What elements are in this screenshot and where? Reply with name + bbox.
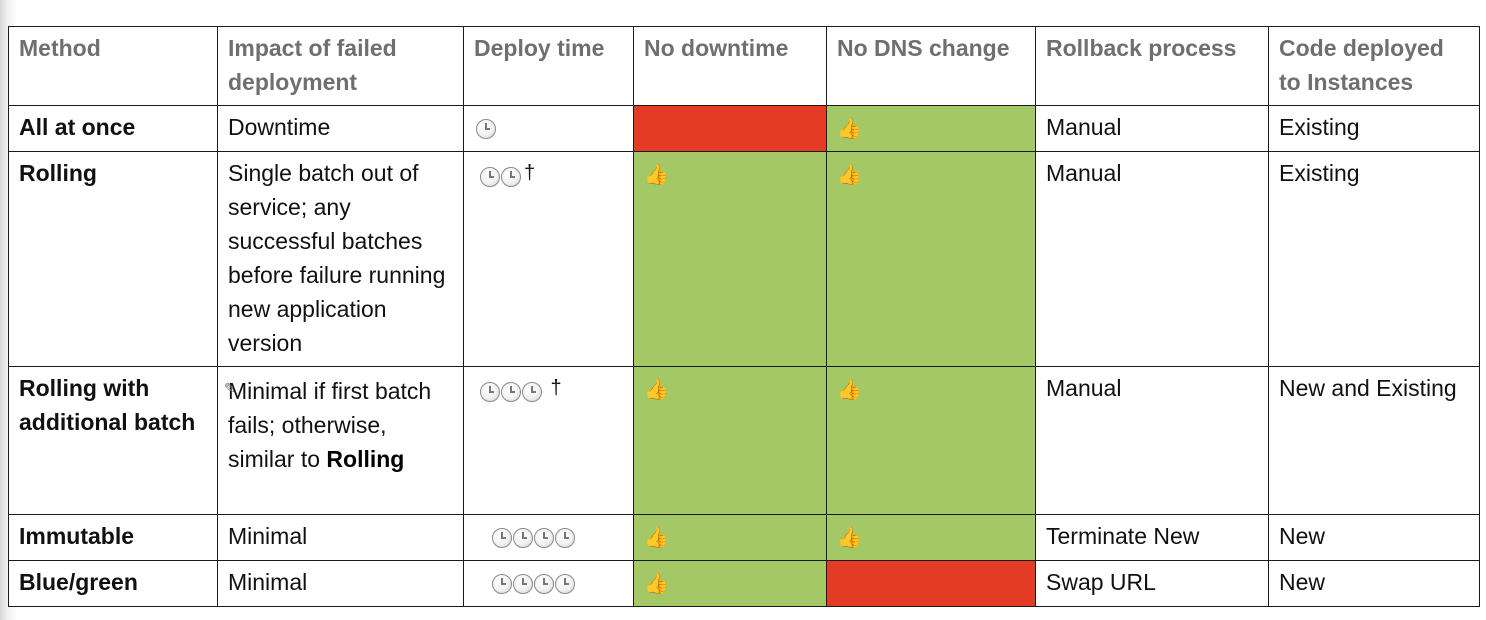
table-row: Blue/green Minimal 👍 Swap URL New [8,560,1480,607]
clock-icon [480,166,500,187]
clock-icon [534,573,554,594]
thumbs-up-icon: 👍 [837,118,862,140]
table-row: Rolling Single batch out of service; any… [8,151,1480,367]
header-deploy-time: Deploy time [463,26,634,106]
deploy-time-cell [463,560,634,607]
code-deployed-cell: Existing [1268,105,1480,152]
thumbs-up-icon: 👍 [837,527,862,549]
impact-cell: Minimal [217,560,464,607]
clock-icon [492,527,512,548]
header-code-deployed: Code deployed to Instances [1268,26,1480,106]
impact-cell: Downtime [217,105,464,152]
impact-text: Minimal if first batch fails; otherwise,… [228,378,432,472]
thumbs-up-icon: 👍 [837,164,862,186]
table-row: Immutable Minimal 👍 👍 Terminate New New [8,514,1480,561]
impact-bold-text: Rolling [326,446,405,472]
clock-icon [534,527,554,548]
method-cell: All at once [8,105,218,152]
impact-cell: Single batch out of service; any success… [217,151,464,367]
header-no-dns-change: No DNS change [826,26,1036,106]
clock-icon [522,381,542,402]
code-deployed-cell: New [1268,514,1480,561]
method-cell: Rolling [8,151,218,367]
thumbs-up-icon: 👍 [644,527,669,549]
no-dns-change-cell: 👍 [826,514,1036,561]
deploy-time-cell [463,105,634,152]
impact-cell: Minimal [217,514,464,561]
code-deployed-cell: New and Existing [1268,366,1480,515]
clock-icon [555,573,575,594]
method-cell: Blue/green [8,560,218,607]
clock-icon [513,573,533,594]
deploy-time-cell: † [463,151,634,367]
no-dns-change-cell: 👍 [826,366,1036,515]
rollback-cell: Manual [1035,151,1269,367]
thumbs-up-icon: 👍 [644,164,669,186]
no-dns-change-cell: 👍 [826,151,1036,367]
clock-icon [501,166,521,187]
header-row: Method Impact of failed deployment Deplo… [8,26,1480,106]
thumbs-up-icon: 👍 [644,379,669,401]
method-cell: Immutable [8,514,218,561]
header-impact: Impact of failed deployment [217,26,464,106]
clock-icon [513,527,533,548]
impact-cell: ✎Minimal if first batch fails; otherwise… [217,366,464,515]
code-deployed-cell: New [1268,560,1480,607]
dagger-mark: † [524,162,536,184]
rollback-cell: Manual [1035,105,1269,152]
thumbs-up-icon: 👍 [837,379,862,401]
code-deployed-cell: Existing [1268,151,1480,367]
deployment-methods-table: Method Impact of failed deployment Deplo… [8,26,1480,607]
no-downtime-cell: 👍 [633,514,827,561]
no-downtime-cell: 👍 [633,560,827,607]
table-row: Rolling with additional batch ✎Minimal i… [8,366,1480,515]
header-method: Method [8,26,218,106]
method-cell: Rolling with additional batch [8,366,218,515]
no-dns-change-cell: 👍 [826,105,1036,152]
clock-icon [555,527,575,548]
rollback-cell: Terminate New [1035,514,1269,561]
rollback-cell: Swap URL [1035,560,1269,607]
table-row: All at once Downtime 👍 Manual Existing [8,105,1480,152]
deploy-time-cell: † [463,366,634,515]
dagger-mark: † [545,377,562,399]
clock-icon [501,381,521,402]
rollback-cell: Manual [1035,366,1269,515]
deploy-time-cell [463,514,634,561]
clock-icon [492,573,512,594]
clock-icon [476,118,496,139]
thumbs-up-icon: 👍 [644,573,669,595]
no-downtime-cell: 👍 [633,366,827,515]
no-downtime-cell: 👍 [633,151,827,367]
no-downtime-cell [633,105,827,152]
no-dns-change-cell [826,560,1036,607]
header-no-downtime: No downtime [633,26,827,106]
clock-icon [480,381,500,402]
header-rollback: Rollback process [1035,26,1269,106]
